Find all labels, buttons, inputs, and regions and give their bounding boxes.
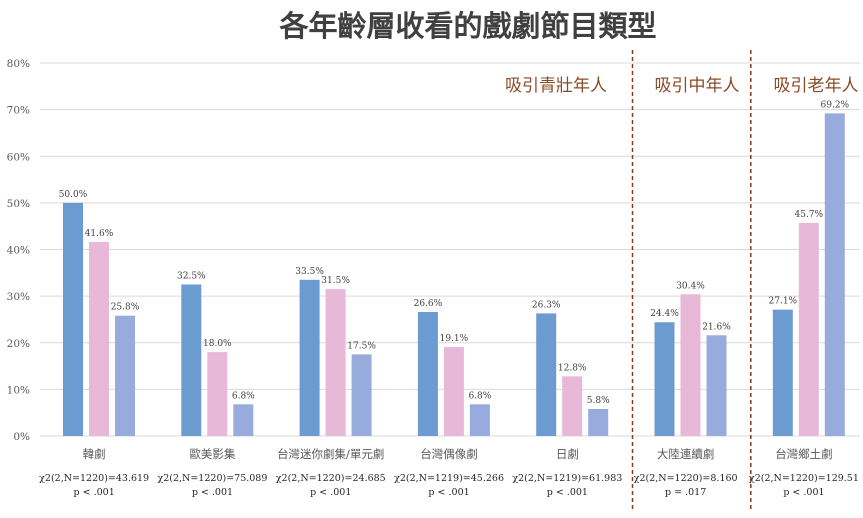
bar (469, 404, 490, 436)
bar (706, 335, 727, 436)
data-label: 27.1% (769, 297, 798, 307)
data-label: 32.5% (177, 271, 206, 281)
data-label: 6.8% (468, 391, 491, 401)
bar (536, 313, 557, 436)
chi-square-stat: χ2(2,N=1220)=43.619 (39, 473, 149, 484)
p-value: p < .001 (192, 487, 233, 498)
category-label: 台灣迷你劇集/單元劇 (277, 447, 384, 461)
chi-square-stat: χ2(2,N=1220)=75.089 (157, 473, 267, 484)
category-label: 歐美影集 (189, 447, 235, 461)
bar (562, 376, 583, 436)
bar (115, 315, 135, 436)
p-value: p = .017 (665, 487, 706, 498)
data-label: 33.5% (295, 267, 324, 277)
statistics: χ2(2,N=1220)=43.619 p < .001 χ2(2,N=1220)=… (39, 473, 859, 498)
data-label: 31.5% (321, 276, 350, 286)
bar (181, 284, 202, 436)
data-label: 30.4% (676, 281, 705, 291)
data-label: 45.7% (795, 210, 824, 220)
category-label: 台灣偶像劇 (420, 447, 478, 461)
chi-square-stat: χ2(2,N=1219)=45.266 (394, 473, 504, 484)
bars (63, 113, 845, 436)
y-tick-label: 0% (13, 431, 30, 443)
data-label: 50.0% (59, 190, 88, 200)
p-value: p < .001 (783, 487, 824, 498)
y-tick-label: 20% (7, 338, 30, 350)
y-tick-label: 30% (7, 291, 30, 303)
bar (443, 346, 464, 436)
bar (680, 294, 701, 436)
data-label: 17.5% (347, 341, 376, 351)
data-label: 19.1% (440, 334, 469, 344)
p-value: p < .001 (74, 487, 115, 498)
x-axis: 韓劇 歐美影集 台灣迷你劇集/單元劇 台灣偶像劇 日劇 大陸連續劇 台灣鄉土劇 (83, 447, 833, 461)
bar (824, 113, 845, 436)
category-label: 台灣鄉土劇 (775, 447, 833, 461)
gridlines (40, 62, 860, 437)
category-label: 韓劇 (83, 447, 106, 461)
p-value: p < .001 (547, 487, 588, 498)
y-axis: 0% 10% 20% 30% 40% 50% 60% 70% 80% (7, 58, 30, 443)
chi-square-stat: χ2(2,N=1220)=24.685 (276, 473, 386, 484)
group-annotations: 吸引青壯年人 吸引中年人 吸引老年人 (505, 50, 859, 510)
bar (299, 279, 320, 436)
chart-title: 各年齡層收看的戲劇節目類型 (278, 9, 656, 43)
y-tick-label: 80% (7, 58, 30, 70)
group-label: 吸引青壯年人 (505, 76, 607, 96)
data-label: 24.4% (650, 309, 679, 319)
data-label: 69.2% (821, 100, 850, 110)
y-tick-label: 60% (7, 151, 30, 163)
group-label: 吸引老年人 (774, 76, 859, 96)
bar (798, 222, 819, 436)
y-tick-label: 10% (7, 384, 30, 396)
data-label: 12.8% (558, 363, 587, 373)
data-label: 5.8% (587, 396, 610, 406)
bar (772, 309, 793, 436)
bar (63, 202, 83, 436)
bar (233, 404, 254, 436)
bar (417, 311, 438, 436)
data-labels: 50.0% 41.6% 25.8% 32.5% 18.0% 6.8% 33.5%31.5% 1… (59, 100, 850, 406)
p-value: p < .001 (428, 487, 469, 498)
y-tick-label: 40% (7, 245, 30, 257)
p-value: p < .001 (310, 487, 351, 498)
bar (207, 352, 228, 436)
data-label: 6.8% (232, 391, 255, 401)
category-label: 日劇 (556, 447, 579, 461)
data-label: 18.0% (203, 339, 232, 349)
data-label: 26.6% (414, 299, 443, 309)
category-label: 大陸連續劇 (657, 447, 715, 461)
y-tick-label: 50% (7, 198, 30, 210)
group-label: 吸引中年人 (655, 76, 740, 96)
data-label: 26.3% (532, 300, 561, 310)
data-label: 41.6% (85, 229, 114, 239)
data-label: 21.6% (702, 322, 731, 332)
bar (89, 242, 109, 436)
chi-square-stat: χ2(2,N=1220)=8.160 (634, 473, 738, 484)
bar (654, 322, 675, 436)
bar (351, 354, 372, 436)
chi-square-stat: χ2(2,N=1220)=129.51 (749, 473, 859, 484)
data-label: 25.8% (111, 303, 140, 313)
bar (588, 408, 609, 436)
chi-square-stat: χ2(2,N=1219)=61.983 (512, 473, 622, 484)
y-tick-label: 70% (7, 105, 30, 117)
bar (325, 289, 346, 436)
